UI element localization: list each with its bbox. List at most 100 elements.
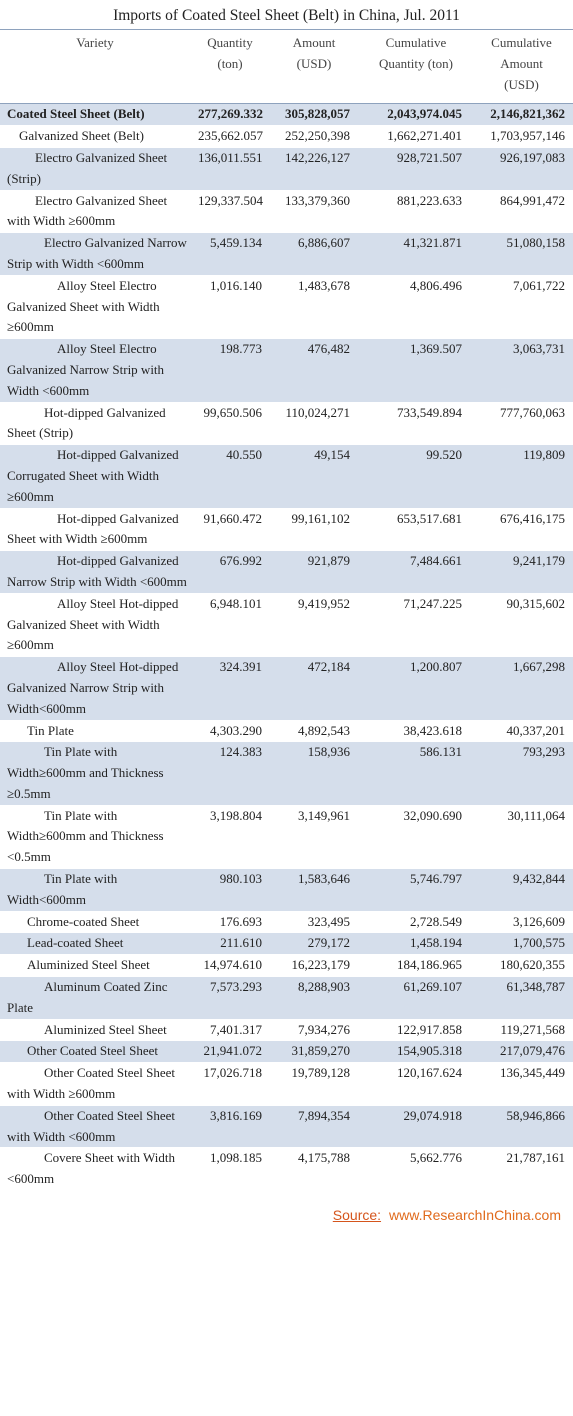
- variety-cell: Alloy Steel Hot-dipped Galvanized Sheet …: [7, 595, 179, 653]
- variety-cell: Covere Sheet with Width <600mm: [7, 1150, 176, 1187]
- table-row: Other Coated Steel Sheet 21,941.072 31,859…: [0, 1040, 573, 1063]
- number-cell: 324.391: [219, 659, 262, 675]
- number-cell: 40.550: [226, 447, 262, 463]
- number-cell: 586.131: [419, 744, 462, 760]
- variety-cell: Other Coated Steel Sheet: [27, 1043, 159, 1059]
- number-cell: 180,620,355: [500, 957, 565, 973]
- number-cell: 4,303.290: [210, 722, 262, 738]
- table-row: Lead-coated Sheet 211.610 279,172 1,458.194…: [0, 932, 573, 955]
- number-cell: 926,197,083: [500, 149, 565, 165]
- number-cell: 38,423.618: [403, 722, 463, 738]
- number-cell: 142,226,127: [285, 149, 350, 165]
- table-row: Electro Galvanized Sheet (Strip) 136,011.…: [0, 147, 573, 191]
- number-cell: 1,016.140: [210, 277, 262, 293]
- number-cell: 110,024,271: [285, 404, 350, 420]
- number-cell: 3,126,609: [513, 913, 565, 929]
- header-cell: Cumulative Quantity (ton): [358, 30, 470, 104]
- number-cell: 3,198.804: [210, 807, 262, 823]
- number-cell: 921,879: [307, 553, 350, 569]
- variety-cell: Tin Plate: [27, 722, 74, 738]
- table-row: Tin Plate with Width≥600mm and Thickness…: [0, 805, 573, 869]
- header-text: Amount (USD): [292, 35, 336, 71]
- number-cell: 7,401.317: [210, 1021, 262, 1037]
- number-cell: 305,828,057: [285, 106, 350, 122]
- source-line: Source: www.ResearchInChina.com: [0, 1191, 573, 1223]
- table-row: Other Coated Steel Sheet with Width <600…: [0, 1105, 573, 1148]
- number-cell: 4,175,788: [298, 1150, 350, 1166]
- table-row: Hot-dipped Galvanized Sheet with Width ≥…: [0, 508, 573, 551]
- variety-cell: Alloy Steel Hot-dipped Galvanized Narrow…: [7, 659, 179, 716]
- table-row: Aluminized Steel Sheet 7,401.317 7,934,276…: [0, 1019, 573, 1041]
- number-cell: 21,787,161: [506, 1150, 566, 1166]
- number-cell: 136,011.551: [198, 149, 263, 165]
- number-cell: 653,517.681: [397, 510, 462, 526]
- number-cell: 91,660.472: [203, 510, 263, 526]
- variety-cell: Electro Galvanized Narrow Strip with Wid…: [7, 235, 187, 271]
- source-url: www.ResearchInChina.com: [389, 1207, 561, 1224]
- variety-cell: Tin Plate with Width<600mm: [7, 871, 118, 907]
- number-cell: 7,894,354: [298, 1107, 350, 1123]
- table-row: Covere Sheet with Width <600mm 1,098.185 4…: [0, 1148, 573, 1191]
- number-cell: 129,337.504: [198, 192, 263, 208]
- number-cell: 21,941.072: [203, 1043, 263, 1059]
- number-cell: 733,549.894: [397, 404, 462, 420]
- variety-cell: Hot-dipped Galvanized Corrugated Sheet w…: [7, 447, 179, 504]
- variety-cell: Aluminum Coated Zinc Plate: [7, 979, 168, 1015]
- number-cell: 158,936: [307, 744, 350, 760]
- number-cell: 136,345,449: [500, 1065, 565, 1081]
- number-cell: 980.103: [219, 871, 262, 887]
- number-cell: 176.693: [219, 913, 262, 929]
- header-text: Cumulative Amount (USD): [491, 35, 552, 92]
- variety-cell: Aluminized Steel Sheet: [27, 957, 150, 973]
- table-row: Electro Galvanized Narrow Strip with Wid…: [0, 232, 573, 276]
- number-cell: 7,484.661: [410, 553, 462, 569]
- number-cell: 6,948.101: [210, 595, 262, 611]
- number-cell: 928,721.507: [397, 149, 462, 165]
- number-cell: 3,063,731: [513, 341, 565, 357]
- variety-cell: Other Coated Steel Sheet with Width <600…: [7, 1107, 176, 1144]
- number-cell: 51,080,158: [506, 235, 566, 251]
- table-row: Hot-dipped Galvanized Narrow Strip with …: [0, 550, 573, 594]
- number-cell: 5,662.776: [410, 1150, 462, 1166]
- header-text: Cumulative Quantity (ton): [378, 35, 453, 71]
- number-cell: 124.383: [219, 744, 262, 760]
- number-cell: 1,200.807: [410, 659, 462, 675]
- variety-cell: Aluminized Steel Sheet: [44, 1021, 167, 1037]
- table-row: Coated Steel Sheet (Belt) 277,269.332 305,…: [0, 103, 573, 126]
- table-row: Tin Plate with Width≥600mm and Thickness…: [0, 741, 573, 806]
- variety-cell: Alloy Steel Electro Galvanized Narrow St…: [7, 341, 165, 398]
- number-cell: 122,917.858: [397, 1021, 462, 1037]
- number-cell: 2,146,821,362: [490, 106, 565, 122]
- table-row: Alloy Steel Hot-dipped Galvanized Narrow…: [0, 656, 573, 720]
- number-cell: 323,495: [307, 913, 350, 929]
- number-cell: 476,482: [307, 341, 350, 357]
- number-cell: 676.992: [219, 553, 262, 569]
- number-cell: 1,098.185: [210, 1150, 262, 1166]
- number-cell: 9,241,179: [513, 553, 565, 569]
- number-cell: 1,483,678: [298, 277, 350, 293]
- data-table: Variety Quantity (ton) Amount (USD) Cumulat…: [0, 29, 573, 1191]
- number-cell: 16,223,179: [291, 957, 351, 973]
- number-cell: 90,315,602: [506, 595, 566, 611]
- variety-cell: Hot-dipped Galvanized Sheet (Strip): [7, 404, 166, 441]
- table-row: Chrome-coated Sheet 176.693 323,495 2,728.5…: [0, 911, 573, 933]
- number-cell: 1,700,575: [513, 935, 565, 951]
- number-cell: 1,667,298: [513, 659, 565, 675]
- number-cell: 61,269.107: [403, 979, 463, 995]
- variety-cell: Lead-coated Sheet: [27, 935, 124, 951]
- variety-cell: Electro Galvanized Sheet (Strip): [7, 149, 168, 186]
- number-cell: 235,662.057: [198, 128, 263, 144]
- number-cell: 5,746.797: [410, 871, 462, 887]
- number-cell: 3,816.169: [210, 1107, 262, 1123]
- number-cell: 7,061,722: [513, 277, 565, 293]
- number-cell: 133,379,360: [285, 192, 350, 208]
- number-cell: 277,269.332: [198, 106, 263, 122]
- header-cell: Variety: [0, 30, 190, 104]
- number-cell: 120,167.624: [397, 1065, 462, 1081]
- number-cell: 1,369.507: [410, 341, 462, 357]
- table-row: Tin Plate with Width<600mm 980.103 1,583,6…: [0, 868, 573, 912]
- number-cell: 252,250,398: [285, 128, 350, 144]
- variety-cell: Coated Steel Sheet (Belt): [7, 106, 145, 122]
- variety-cell: Tin Plate with Width≥600mm and Thickness…: [7, 744, 164, 801]
